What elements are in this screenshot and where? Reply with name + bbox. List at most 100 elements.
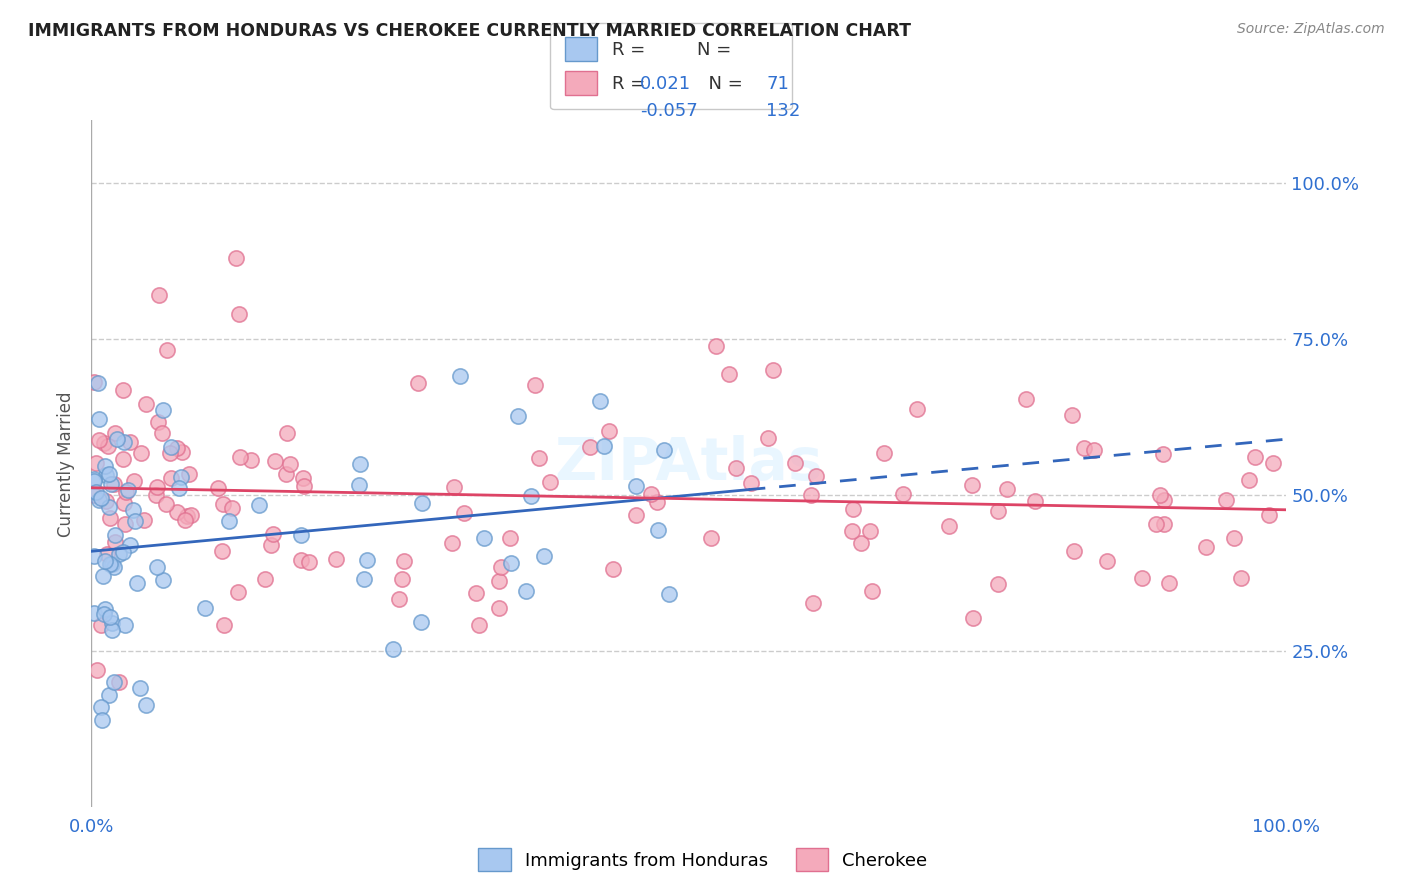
Point <box>124 475 146 489</box>
Point <box>987 504 1010 518</box>
Point <box>472 531 495 545</box>
Point <box>135 698 157 712</box>
Point <box>508 409 530 423</box>
Point <box>112 435 135 450</box>
Point <box>87 376 110 390</box>
Point <box>356 553 378 567</box>
Point <box>121 503 143 517</box>
Point <box>706 339 728 353</box>
Point <box>131 445 153 459</box>
Point <box>602 561 624 575</box>
Point <box>103 476 125 491</box>
Point <box>91 569 114 583</box>
Point <box>1095 554 1118 568</box>
Point <box>489 560 512 574</box>
Point <box>533 549 555 563</box>
Point <box>212 617 235 632</box>
Point <box>97 688 120 702</box>
Point <box>598 425 620 439</box>
Point <box>108 547 131 561</box>
Point <box>159 446 181 460</box>
Point <box>725 460 748 475</box>
Point <box>1152 447 1174 461</box>
Point <box>841 524 863 539</box>
Point <box>1073 442 1095 456</box>
Point <box>292 479 315 493</box>
Point <box>112 545 135 559</box>
Point <box>228 450 250 465</box>
Point <box>94 602 117 616</box>
Point <box>176 508 198 523</box>
Point <box>647 524 669 538</box>
Point <box>112 451 135 466</box>
Point <box>290 528 312 542</box>
Point <box>938 519 960 533</box>
Point <box>115 484 138 499</box>
Point <box>262 526 284 541</box>
Point <box>93 607 115 622</box>
Point <box>278 458 301 472</box>
Point <box>156 343 179 358</box>
Point <box>172 445 194 459</box>
Point <box>211 544 233 558</box>
Point <box>83 472 105 486</box>
Text: 132: 132 <box>766 102 800 120</box>
Point <box>589 394 612 409</box>
Point <box>179 467 201 481</box>
Point <box>391 572 413 586</box>
Text: -0.057: -0.057 <box>640 102 697 120</box>
Point <box>84 456 107 470</box>
Point <box>94 494 117 508</box>
Point <box>699 531 721 545</box>
Point <box>104 425 127 440</box>
Point <box>907 401 929 416</box>
Point <box>225 251 247 265</box>
Point <box>83 474 105 488</box>
Point <box>228 307 250 321</box>
Point <box>146 416 169 430</box>
Point <box>1215 492 1237 507</box>
Point <box>253 572 276 586</box>
Point <box>291 471 314 485</box>
Point <box>174 512 197 526</box>
Point <box>135 397 157 411</box>
Point <box>101 615 124 630</box>
Point <box>464 586 486 600</box>
Legend: R =         N =      , R =           N =      : R = N = , R = N = <box>551 23 792 109</box>
Point <box>579 440 602 454</box>
Point <box>98 557 121 571</box>
Point <box>166 505 188 519</box>
Point <box>499 532 522 546</box>
Point <box>103 560 125 574</box>
Point <box>860 584 883 599</box>
Point <box>1244 450 1267 464</box>
Point <box>83 375 105 389</box>
Point <box>274 467 297 482</box>
Point <box>488 574 510 589</box>
Point <box>441 536 464 550</box>
Text: Source: ZipAtlas.com: Source: ZipAtlas.com <box>1237 22 1385 37</box>
Point <box>640 487 662 501</box>
Point <box>93 435 115 450</box>
Point <box>218 514 240 528</box>
Point <box>114 617 136 632</box>
Point <box>114 496 136 510</box>
Point <box>527 450 550 465</box>
Point <box>221 501 243 516</box>
Point <box>94 554 117 568</box>
Text: IMMIGRANTS FROM HONDURAS VS CHEROKEE CURRENTLY MARRIED CORRELATION CHART: IMMIGRANTS FROM HONDURAS VS CHEROKEE CUR… <box>28 22 911 40</box>
Point <box>353 572 375 586</box>
Point <box>107 675 129 690</box>
Point <box>1258 508 1281 522</box>
Point <box>523 378 546 392</box>
Point <box>155 497 177 511</box>
Point <box>1157 576 1180 591</box>
Point <box>134 513 156 527</box>
Point <box>1194 540 1216 554</box>
Point <box>325 552 347 566</box>
Point <box>626 508 648 523</box>
Point <box>515 583 537 598</box>
Y-axis label: Currently Married: Currently Married <box>58 391 76 537</box>
Point <box>90 713 112 727</box>
Point <box>449 368 471 383</box>
